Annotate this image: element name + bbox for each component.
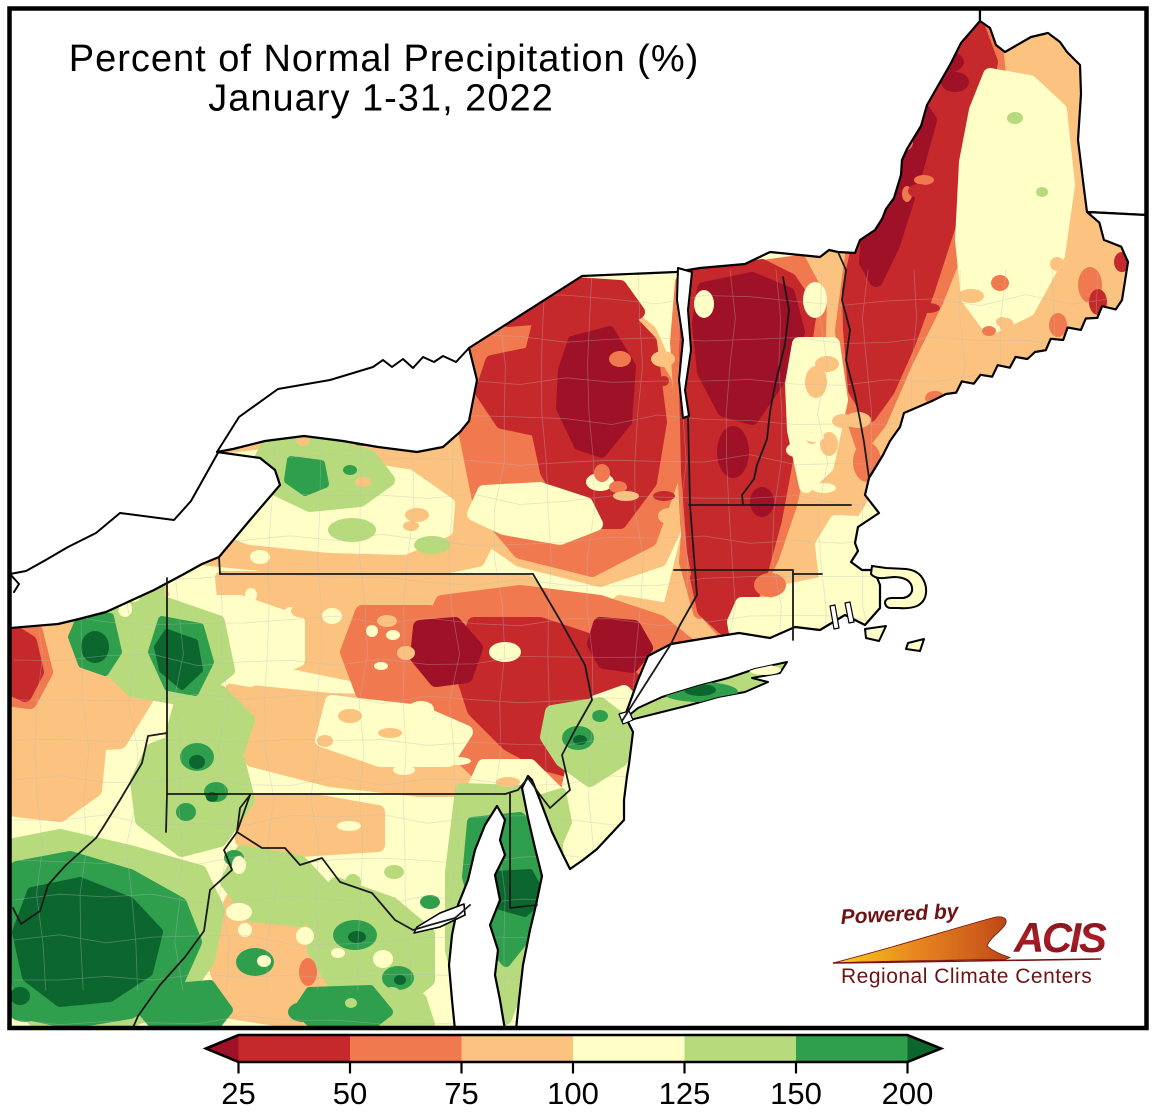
svg-text:200: 200 [882, 1076, 934, 1111]
svg-text:ACIS: ACIS [1013, 914, 1107, 961]
svg-text:50: 50 [333, 1076, 367, 1111]
svg-text:100: 100 [547, 1076, 599, 1111]
svg-text:25: 25 [221, 1076, 255, 1111]
svg-text:Percent of Normal Precipitatio: Percent of Normal Precipitation (%) [69, 38, 700, 80]
svg-text:75: 75 [444, 1076, 478, 1111]
svg-text:Regional Climate Centers: Regional Climate Centers [841, 965, 1092, 988]
svg-text:150: 150 [770, 1076, 822, 1111]
svg-text:January 1-31, 2022: January 1-31, 2022 [208, 78, 553, 120]
svg-text:125: 125 [659, 1076, 711, 1111]
